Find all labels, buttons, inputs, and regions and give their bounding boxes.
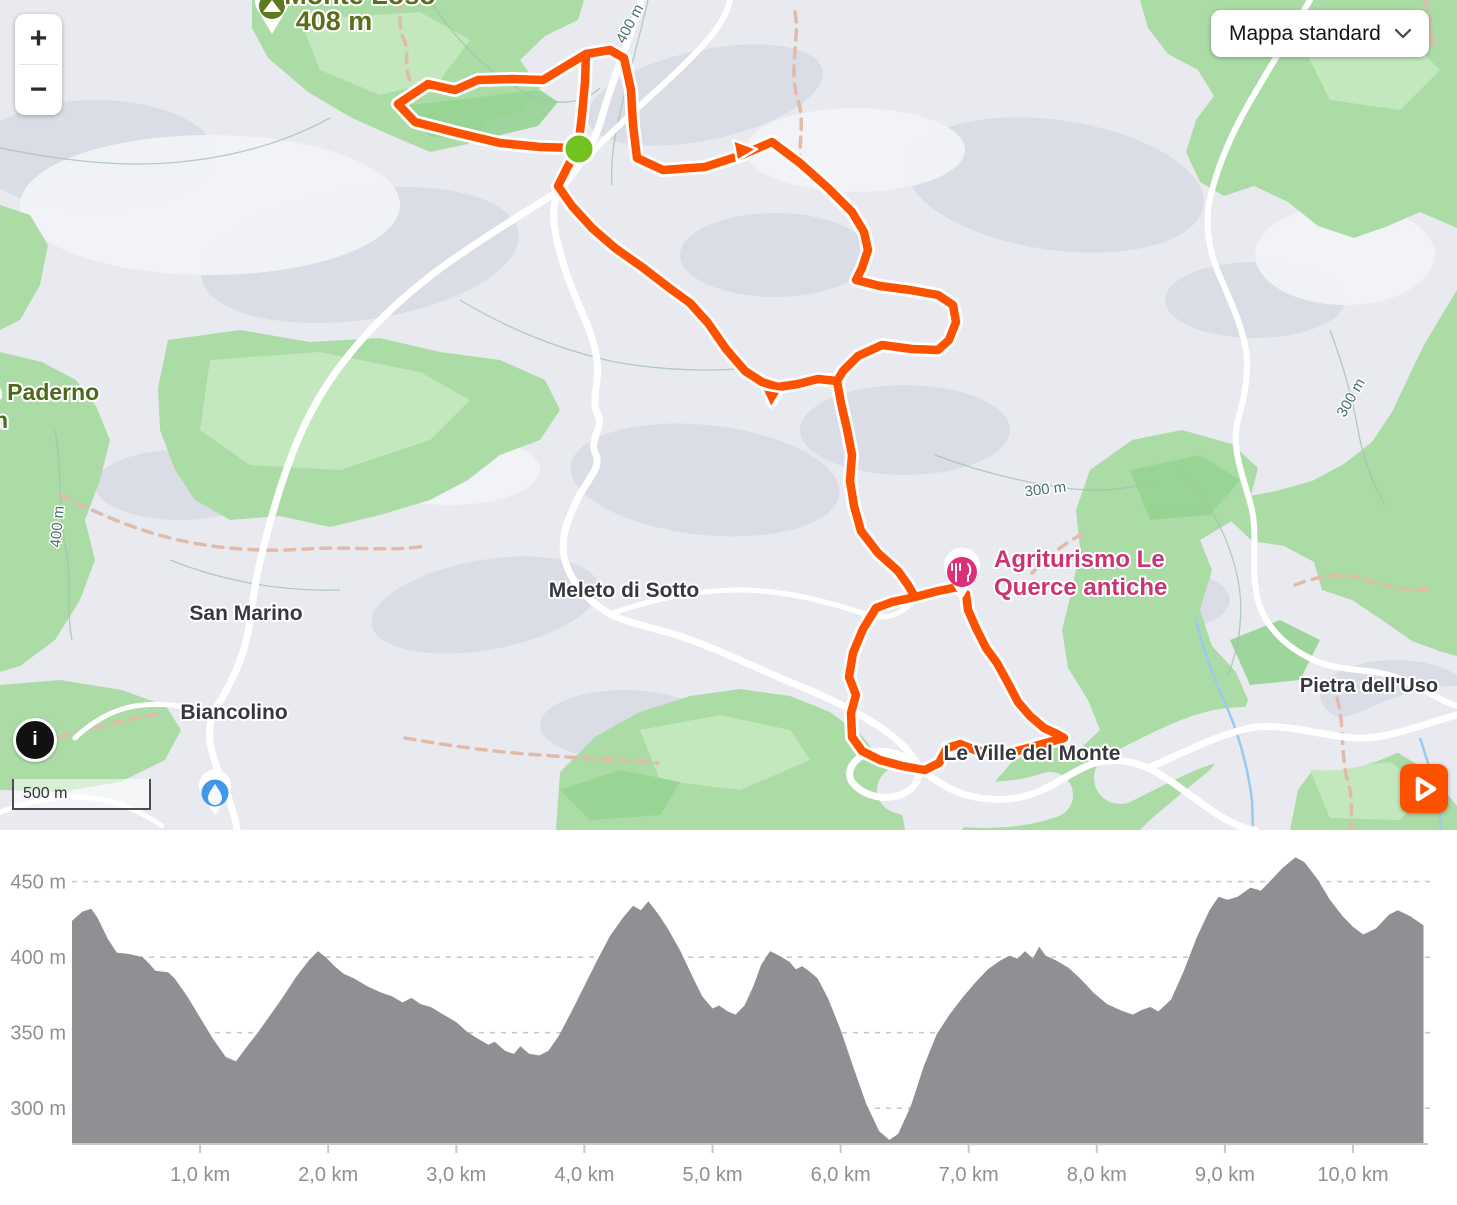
agriturismo-label-1: Agriturismo Le [994,546,1165,573]
start-marker[interactable] [562,132,596,166]
map-style-picker[interactable]: Mappa standard [1211,10,1429,57]
trail-paths [58,0,1438,830]
y-tick-label-350: 350 m [10,1023,66,1045]
x-tick-label-9: 9,0 km [1195,1164,1255,1186]
x-tick-label-10: 10,0 km [1317,1164,1388,1186]
elevation-area-path [72,857,1424,1143]
paderno-label-2: n [0,407,8,433]
map-zoom-control: + − [15,14,62,115]
map-scale-bar: 500 m [12,779,151,810]
peak-elevation-label: 408 m [296,6,373,36]
chart-axis [72,1143,1428,1153]
zoom-in-button[interactable]: + [29,22,48,55]
zoom-divider [19,64,58,65]
y-tick-label-300: 300 m [10,1098,66,1120]
chart-x-labels: 1,0 km 2,0 km 3,0 km 4,0 km 5,0 km 6,0 km 7,0 … [170,1164,1388,1186]
poi-markers [198,0,980,815]
map-style-label: Mappa standard [1229,21,1381,45]
y-tick-label-450: 450 m [10,872,66,894]
peak-name-label: Monte Loso [284,0,435,10]
x-tick-label-2: 2,0 km [298,1164,358,1186]
chevron-down-icon [1394,28,1411,38]
route-map[interactable]: Monte Loso 408 m e Paderno n San Marino … [0,0,1457,830]
elevation-chart[interactable]: 450 m 400 m 350 m 300 m 1,0 km 2,0 km 3,0 km 4… [0,830,1457,1200]
x-tick-label-8: 8,0 km [1067,1164,1127,1186]
x-tick-label-1: 1,0 km [170,1164,230,1186]
map-terrain [0,0,1457,830]
x-tick-label-4: 4,0 km [554,1164,614,1186]
info-icon: i [32,729,38,750]
contour-400-left-label: 400 m [47,505,68,548]
x-tick-label-5: 5,0 km [682,1164,742,1186]
paderno-label: e Paderno [0,379,99,405]
agriturismo-label-2: Querce antiche [994,574,1167,601]
x-tick-label-3: 3,0 km [426,1164,486,1186]
attribution-info-button[interactable]: i [13,718,57,762]
play-flyover-button[interactable] [1400,764,1448,813]
zoom-out-button[interactable]: − [29,73,48,106]
water-pin[interactable] [198,769,231,815]
le-ville-label: Le Ville del Monte [944,742,1121,765]
route-direction-arrows [731,138,783,410]
biancolino-label: Biancolino [180,701,287,724]
scale-bar-label: 500 m [23,784,68,802]
pietra-label: Pietra dell'Uso [1300,675,1438,697]
route-polyline [391,43,1071,777]
map-labels: Monte Loso 408 m e Paderno n San Marino … [0,0,1440,767]
san-marino-label: San Marino [189,602,302,625]
y-tick-label-400: 400 m [10,947,66,969]
x-tick-label-6: 6,0 km [811,1164,871,1186]
chart-y-labels: 450 m 400 m 350 m 300 m [10,872,66,1121]
restaurant-pin[interactable] [944,547,980,599]
meleto-label: Meleto di Sotto [549,579,700,602]
play-icon [1415,776,1437,801]
elevation-area [72,857,1424,1143]
x-tick-label-7: 7,0 km [939,1164,999,1186]
peak-pin[interactable] [255,0,289,34]
contour-lines [0,0,1386,676]
